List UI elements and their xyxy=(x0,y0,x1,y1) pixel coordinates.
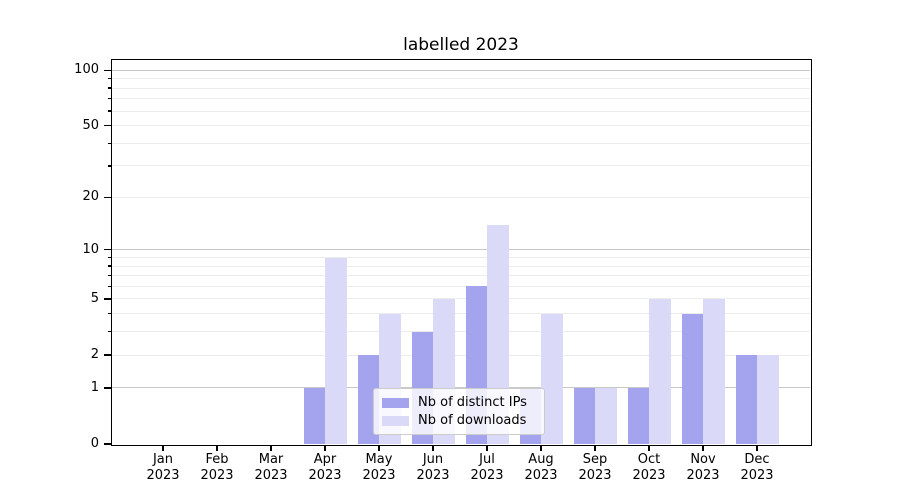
x-tick-label-jun-2023: Jun 2023 xyxy=(416,452,450,483)
y-tick-label-1: 1 xyxy=(90,379,99,395)
gridline-minor-50 xyxy=(112,125,810,127)
y-minor-tick-8 xyxy=(107,265,111,267)
y-minor-tick-90 xyxy=(107,77,111,80)
bar-nb-of-downloads-apr-2023 xyxy=(325,257,347,444)
x-tick-label-may-2023: May 2023 xyxy=(362,452,396,483)
gridline-minor-4 xyxy=(112,313,810,315)
x-tick-label-dec-2023: Dec 2023 xyxy=(740,452,774,483)
gridline-minor-70 xyxy=(112,98,810,100)
y-tick-label-2: 2 xyxy=(90,347,99,363)
y-minor-tick-70 xyxy=(107,98,111,100)
y-tick-1 xyxy=(104,387,111,389)
x-tick-label-jul-2023: Jul 2023 xyxy=(470,452,504,483)
x-tick-dec-2023 xyxy=(756,445,758,451)
y-minor-tick-9 xyxy=(107,256,111,259)
gridline-minor-20 xyxy=(112,196,810,198)
bar-nb-of-distinct-ips-oct-2023 xyxy=(627,387,649,444)
gridline-minor-90 xyxy=(112,78,810,80)
gridline-major-100 xyxy=(112,69,810,71)
gridline-minor-2 xyxy=(112,354,810,356)
gridline-minor-7 xyxy=(112,275,810,277)
y-tick-10 xyxy=(104,249,111,251)
y-tick-label-5: 5 xyxy=(90,290,99,306)
x-tick-oct-2023 xyxy=(648,445,650,451)
gridline-major-1 xyxy=(112,387,810,389)
gridline-minor-30 xyxy=(112,165,810,167)
gridline-minor-9 xyxy=(112,257,810,258)
y-tick-label-50: 50 xyxy=(82,117,99,133)
legend-swatch-downloads xyxy=(382,415,409,426)
y-minor-tick-4 xyxy=(107,312,111,315)
bar-nb-of-downloads-aug-2023 xyxy=(541,313,563,444)
y-tick-5 xyxy=(104,298,111,300)
x-tick-feb-2023 xyxy=(216,445,218,451)
y-tick-2 xyxy=(104,354,111,356)
x-tick-may-2023 xyxy=(378,445,380,451)
legend-label-downloads: Nb of downloads xyxy=(418,413,527,428)
x-tick-aug-2023 xyxy=(540,445,542,451)
legend-item-downloads: Nb of downloads xyxy=(382,413,536,428)
x-tick-label-sep-2023: Sep 2023 xyxy=(578,452,612,483)
y-minor-tick-2 xyxy=(107,354,111,356)
legend-swatch-distinct-ips xyxy=(382,397,409,408)
gridline-minor-60 xyxy=(112,110,810,112)
bar-nb-of-distinct-ips-sep-2023 xyxy=(573,387,595,444)
y-minor-tick-7 xyxy=(107,274,111,277)
y-tick-0 xyxy=(104,443,111,445)
legend-item-distinct-ips: Nb of distinct IPs xyxy=(382,395,536,410)
x-tick-nov-2023 xyxy=(702,445,704,451)
gridline-major-10 xyxy=(112,249,810,251)
chart-title: labelled 2023 xyxy=(403,35,519,55)
x-tick-label-mar-2023: Mar 2023 xyxy=(254,452,288,483)
bar-nb-of-downloads-nov-2023 xyxy=(703,298,725,444)
bar-nb-of-downloads-sep-2023 xyxy=(595,387,617,444)
x-tick-jan-2023 xyxy=(162,445,164,451)
y-minor-tick-20 xyxy=(107,196,111,199)
y-tick-100 xyxy=(104,69,111,71)
gridline-minor-8 xyxy=(112,265,810,267)
y-minor-tick-3 xyxy=(107,331,111,333)
y-tick-label-10: 10 xyxy=(82,241,99,257)
y-tick-label-20: 20 xyxy=(82,189,99,205)
y-minor-tick-80 xyxy=(107,87,111,89)
gridline-minor-5 xyxy=(112,298,810,300)
y-minor-tick-30 xyxy=(107,165,111,167)
y-tick-label-100: 100 xyxy=(74,62,99,78)
bar-nb-of-distinct-ips-nov-2023 xyxy=(681,313,703,444)
x-tick-label-nov-2023: Nov 2023 xyxy=(686,452,720,483)
x-tick-label-apr-2023: Apr 2023 xyxy=(308,452,342,483)
y-minor-tick-50 xyxy=(107,124,111,127)
x-tick-jun-2023 xyxy=(432,445,434,451)
gridline-minor-40 xyxy=(112,142,810,144)
bar-nb-of-downloads-oct-2023 xyxy=(649,298,671,444)
y-tick-50 xyxy=(104,124,111,127)
x-tick-mar-2023 xyxy=(270,445,272,451)
y-minor-tick-40 xyxy=(107,142,111,144)
x-tick-sep-2023 xyxy=(594,445,596,451)
y-tick-label-0: 0 xyxy=(90,436,99,451)
y-minor-tick-6 xyxy=(107,285,111,288)
y-minor-tick-5 xyxy=(107,298,111,300)
y-tick-20 xyxy=(104,196,111,199)
x-tick-label-jan-2023: Jan 2023 xyxy=(146,452,180,483)
x-tick-jul-2023 xyxy=(486,445,488,451)
bar-nb-of-downloads-dec-2023 xyxy=(757,355,779,444)
y-minor-tick-60 xyxy=(107,110,111,112)
legend-label-distinct-ips: Nb of distinct IPs xyxy=(418,395,527,410)
gridline-minor-6 xyxy=(112,285,810,287)
legend: Nb of distinct IPs Nb of downloads xyxy=(373,388,545,435)
bar-nb-of-distinct-ips-apr-2023 xyxy=(303,387,325,444)
x-tick-label-oct-2023: Oct 2023 xyxy=(632,452,666,483)
bar-nb-of-distinct-ips-dec-2023 xyxy=(735,355,757,444)
gridline-minor-80 xyxy=(112,87,810,89)
gridline-minor-3 xyxy=(112,331,810,333)
x-tick-label-feb-2023: Feb 2023 xyxy=(200,452,234,483)
x-tick-apr-2023 xyxy=(324,445,326,451)
x-tick-label-aug-2023: Aug 2023 xyxy=(524,452,558,483)
